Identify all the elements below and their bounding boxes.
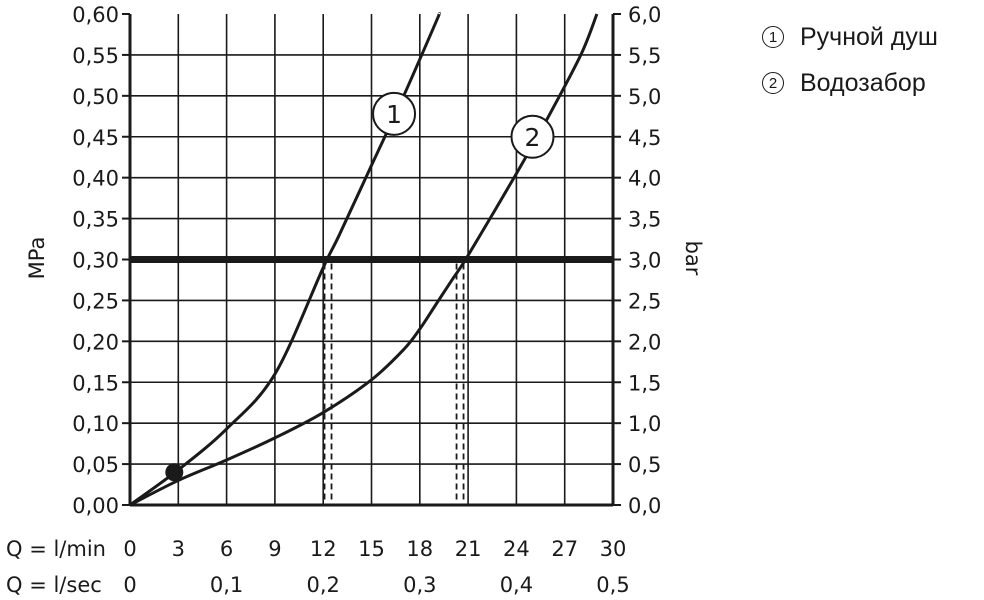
y2-tick-label: 0,0 xyxy=(628,494,661,518)
series-label-circle-2 xyxy=(510,114,555,159)
x-tick-label: 6 xyxy=(220,537,233,561)
series-label-1: 1 xyxy=(386,100,402,129)
x-tick-label: 21 xyxy=(455,537,482,561)
y2-tick-labels: 0,0 0,5 1,0 1,5 2,0 2,5 3,0 3,5 4,0 4,5 5,0 5,5 6,0 xyxy=(613,3,661,518)
y2-tick-label: 0,5 xyxy=(628,453,661,477)
y-tick-label: 0,55 xyxy=(72,44,119,68)
y-tick-label: 0,10 xyxy=(72,412,119,436)
x-tick-label: 12 xyxy=(310,537,337,561)
y2-axis-label: bar xyxy=(681,241,705,276)
x-tick-label: 18 xyxy=(406,537,433,561)
y2-tick-label: 5,0 xyxy=(628,85,661,109)
y2-tick-label: 5,5 xyxy=(628,44,661,68)
series-group: 12 xyxy=(129,11,599,507)
y2-tick-label: 4,5 xyxy=(628,126,661,150)
x-tick-label: 3 xyxy=(172,537,185,561)
legend-number-2: 2 xyxy=(762,72,784,94)
x-tick-label: 15 xyxy=(358,537,385,561)
y2-tick-label: 6,0 xyxy=(628,3,661,27)
y-tick-label: 0,60 xyxy=(72,3,119,27)
y-tick-label: 0,45 xyxy=(72,126,119,150)
legend-item-2: 2 Водозабор xyxy=(762,60,938,106)
y2-tick-label: 2,0 xyxy=(628,330,661,354)
series-label-2: 2 xyxy=(525,123,541,152)
x2-tick-labels: 0 0,1 0,2 0,3 0,4 0,5 xyxy=(123,573,629,597)
y-tick-label: 0,05 xyxy=(72,453,119,477)
y2-tick-label: 2,5 xyxy=(628,289,661,313)
x-tick-label: 24 xyxy=(503,537,530,561)
x-tick-labels: 0 3 6 9 12 15 18 21 24 27 30 xyxy=(123,537,626,561)
y2-tick-label: 1,0 xyxy=(628,412,661,436)
y2-tick-label: 3,0 xyxy=(628,249,661,273)
y-tick-label: 0,00 xyxy=(72,494,119,518)
x-tick-label: 30 xyxy=(600,537,627,561)
x2-tick-label: 0 xyxy=(123,573,136,597)
y2-tick-label: 4,0 xyxy=(628,167,661,191)
y-tick-label: 0,35 xyxy=(72,208,119,232)
x-tick-label: 0 xyxy=(123,537,136,561)
y2-tick-label: 1,5 xyxy=(628,371,661,395)
x2-tick-label: 0,5 xyxy=(596,573,629,597)
legend-item-1: 1 Ручной душ xyxy=(762,14,938,60)
x-tick-label: 27 xyxy=(551,537,578,561)
y-axis-label: MPa xyxy=(25,237,49,280)
y-tick-label: 0,50 xyxy=(72,85,119,109)
x2-tick-label: 0,3 xyxy=(403,573,436,597)
legend: 1 Ручной душ 2 Водозабор xyxy=(762,14,938,106)
y-tick-label: 0,15 xyxy=(72,371,119,395)
x2-axis-label: Q = l/sec xyxy=(6,573,102,597)
x-axis-label: Q = l/min xyxy=(6,537,106,561)
x2-tick-label: 0,2 xyxy=(306,573,339,597)
y-tick-label: 0,40 xyxy=(72,167,119,191)
y-tick-label: 0,30 xyxy=(72,249,119,273)
x-tick-label: 9 xyxy=(268,537,281,561)
grid xyxy=(130,14,613,505)
x2-tick-label: 0,1 xyxy=(210,573,243,597)
x2-tick-label: 0,4 xyxy=(500,573,533,597)
y-tick-label: 0,25 xyxy=(72,289,119,313)
legend-number-1: 1 xyxy=(762,26,784,48)
marker-point xyxy=(165,463,184,482)
legend-label-2: Водозабор xyxy=(800,68,926,97)
legend-label-1: Ручной душ xyxy=(800,22,938,51)
y2-tick-label: 3,5 xyxy=(628,208,661,232)
series-label-circle-1 xyxy=(372,91,417,136)
y-tick-labels: 0,00 0,05 0,10 0,15 0,20 0,25 0,30 0,35 0,40 0,45… xyxy=(72,3,130,518)
y-tick-label: 0,20 xyxy=(72,330,119,354)
series-line-1 xyxy=(129,11,442,507)
